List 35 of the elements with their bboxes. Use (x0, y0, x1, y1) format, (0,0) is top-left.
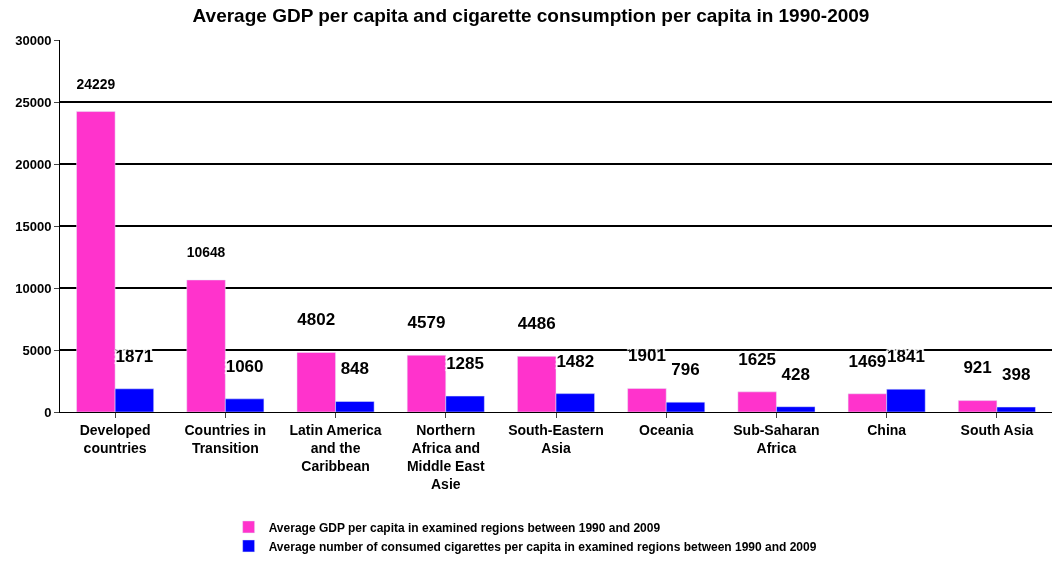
data-label: 1469 (848, 351, 887, 371)
data-label: 1841 (887, 347, 925, 367)
data-label: 4486 (517, 314, 556, 334)
data-label: 10648 (186, 244, 226, 261)
data-label: 398 (1001, 364, 1031, 384)
data-label: 4579 (407, 313, 446, 333)
x-tick-label: Countries in Transition (184, 421, 267, 456)
x-tick-label: South Asia (960, 421, 1034, 438)
chart-title: Average GDP per capita and cigarette consumption per capita in 1990-2009 (192, 4, 870, 26)
x-tick-label: Latin America and the Caribbean (289, 421, 382, 475)
legend-label: Average number of consumed cigarettes per capita in examined regions between 1990 and 2009 (268, 539, 817, 554)
data-label: 428 (781, 364, 810, 384)
y-tick-label: 25000 (15, 94, 52, 110)
y-tick-label: 15000 (15, 218, 52, 234)
y-tick-label: 20000 (15, 156, 52, 172)
data-label: 1625 (738, 349, 777, 369)
x-tick-label: China (867, 421, 907, 438)
x-tick-label: Oceania (638, 421, 694, 438)
y-tick-label: 30000 (15, 32, 52, 48)
data-label: 921 (963, 358, 992, 378)
legend-label: Average GDP per capita in examined regions between 1990 and 2009 (268, 520, 661, 535)
y-tick-label: 0 (44, 404, 52, 420)
data-label: 796 (671, 360, 700, 380)
data-label: 848 (340, 359, 370, 379)
y-tick-label: 5000 (22, 342, 52, 358)
x-tick-label: Sub-Saharan Africa (733, 421, 820, 456)
data-label: 1060 (225, 356, 264, 376)
y-tick-label: 10000 (15, 280, 52, 296)
data-label: 24229 (76, 75, 116, 92)
data-label: 1285 (446, 353, 484, 373)
x-tick-label: Developed countries (79, 421, 151, 456)
x-tick-label: South-Eastern Asia (508, 421, 604, 456)
x-tick-label: Northern Africa and Middle East Asie (406, 421, 486, 493)
data-label: 4802 (297, 310, 336, 330)
data-label: 1482 (556, 351, 595, 371)
